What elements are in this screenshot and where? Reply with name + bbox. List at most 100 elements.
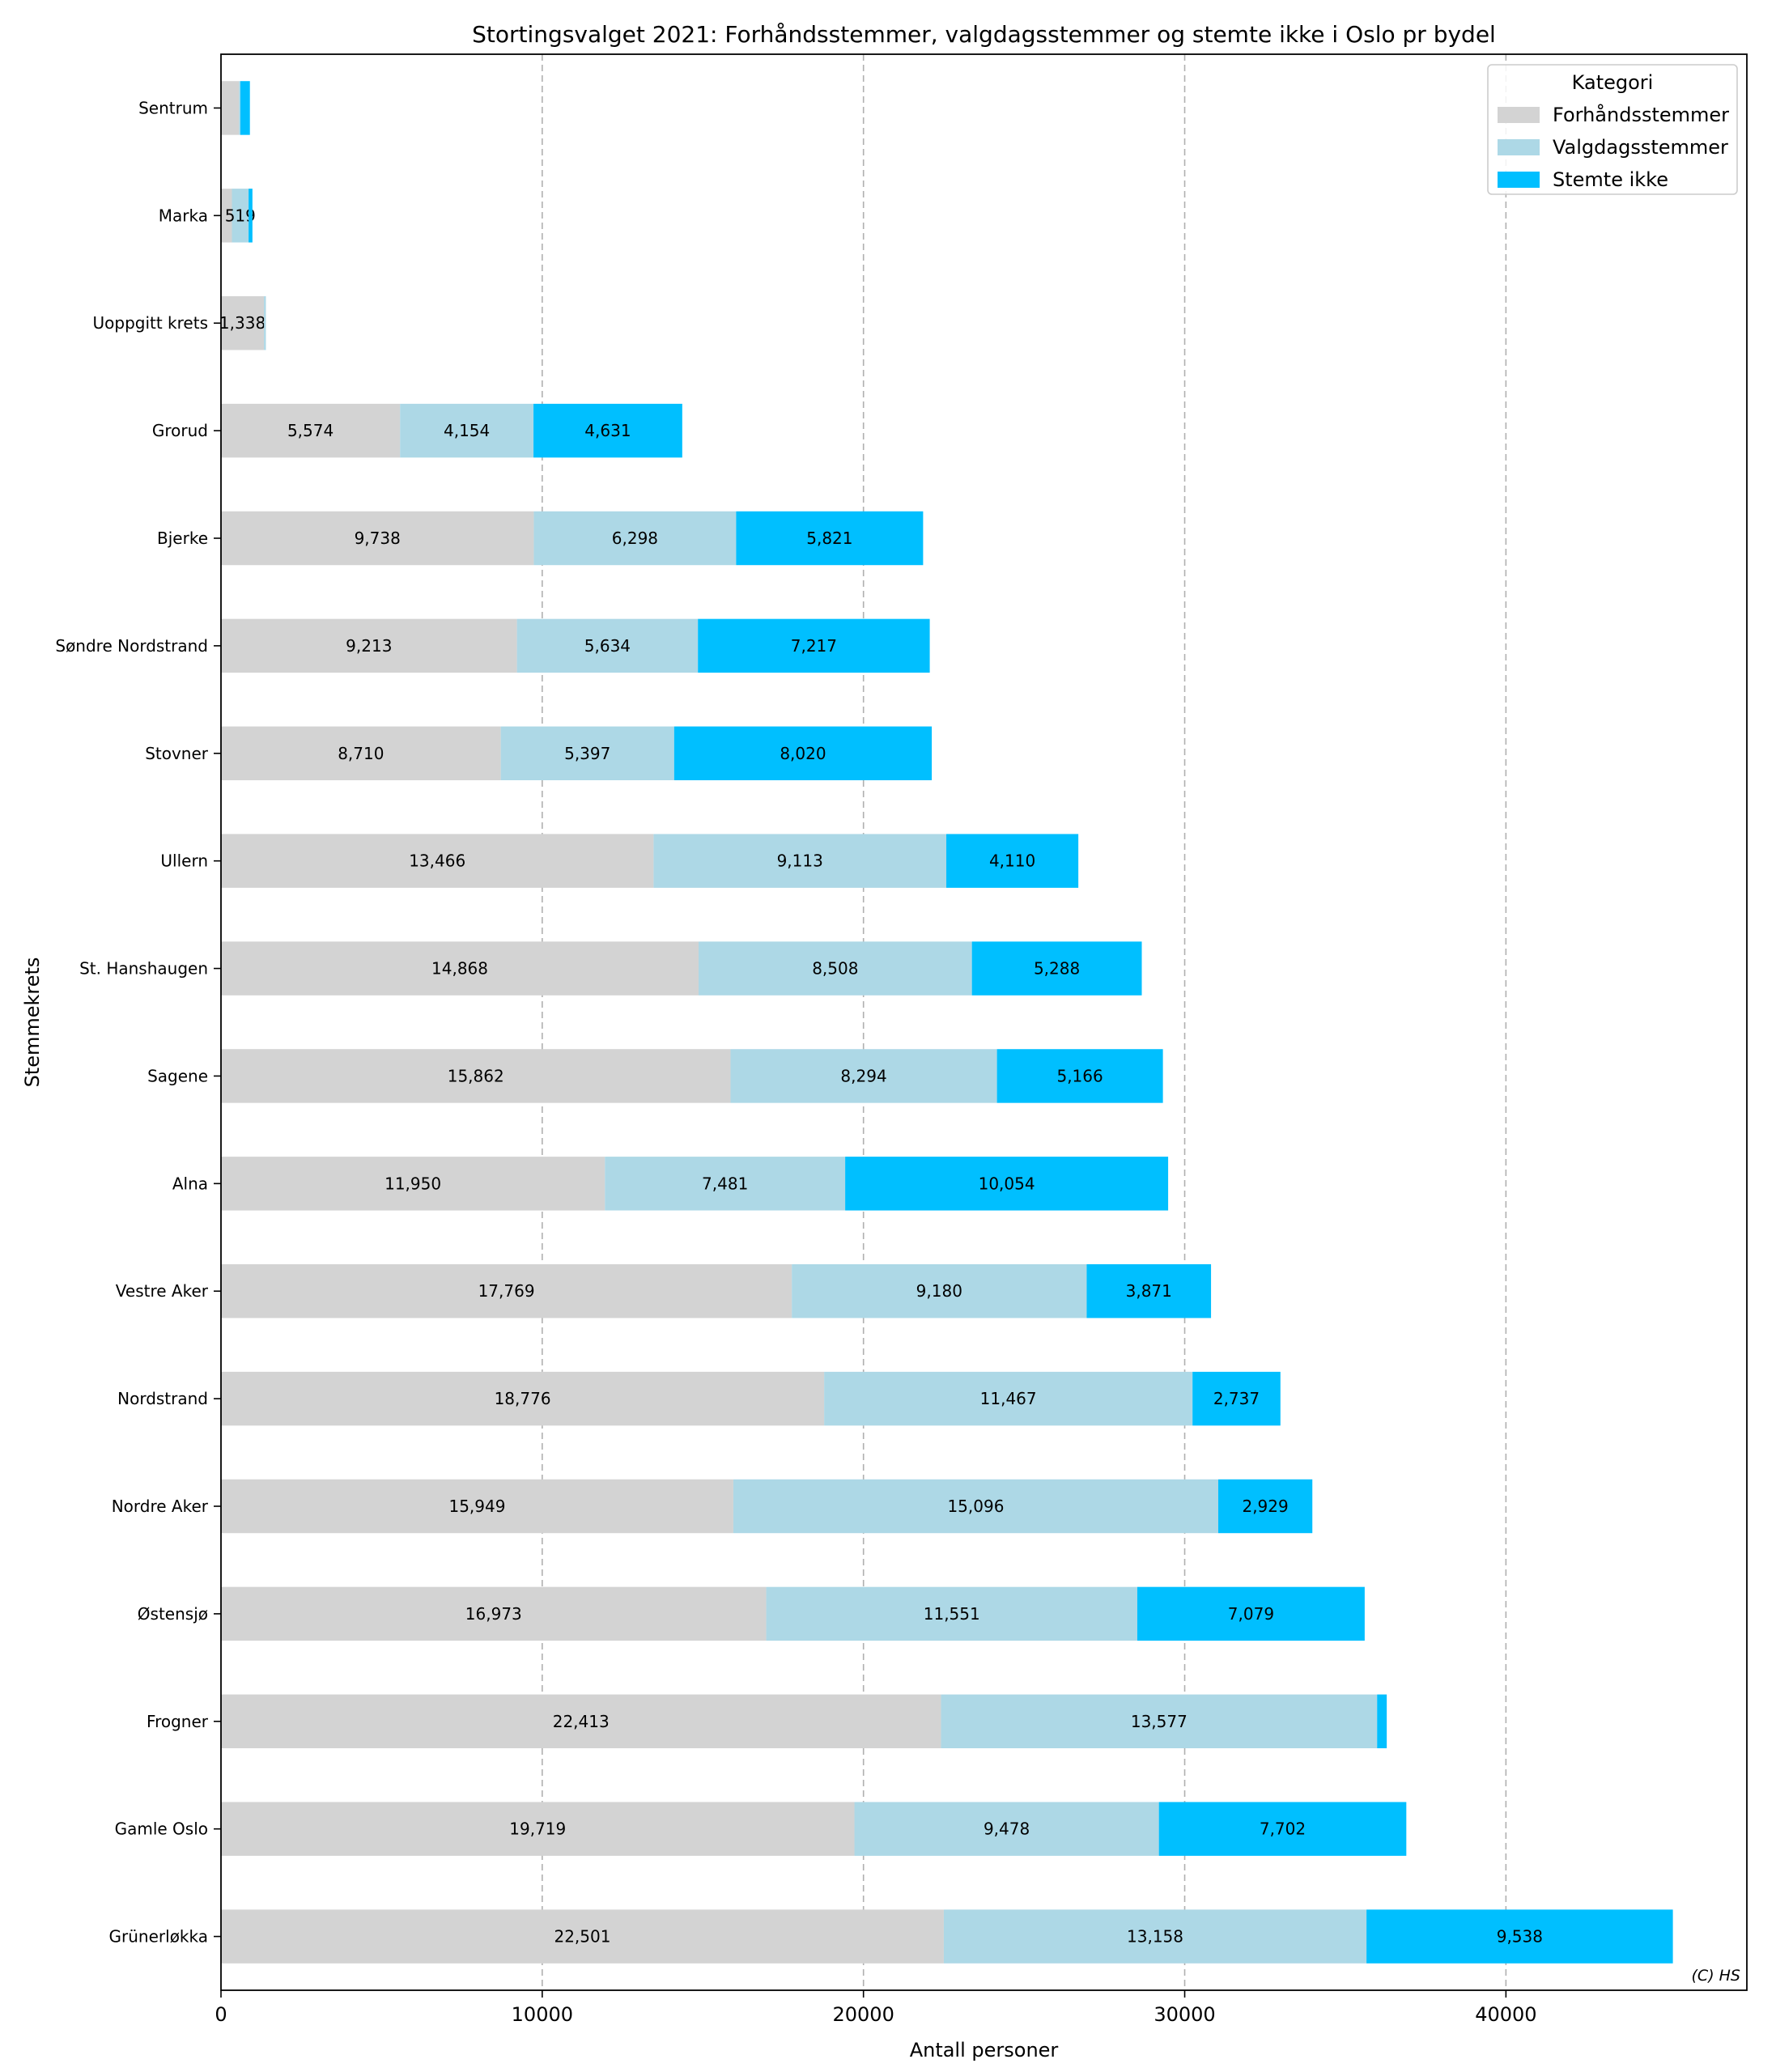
bar-valgdagsstemmer bbox=[500, 726, 674, 780]
bar-valgdagsstemmer bbox=[264, 296, 266, 350]
y-tick-label: Sentrum bbox=[138, 98, 208, 117]
bar-value-label: 5,288 bbox=[1034, 959, 1080, 979]
bar-forhåndsstemmer bbox=[221, 1586, 767, 1641]
bar-stemte-ikke bbox=[1158, 1802, 1407, 1856]
y-tick-label: Østensjø bbox=[138, 1604, 208, 1624]
bar-valgdagsstemmer bbox=[239, 81, 240, 135]
bar-value-label: 15,862 bbox=[448, 1066, 504, 1085]
x-tick-label: 40000 bbox=[1475, 2003, 1536, 2026]
legend-item-label: Stemte ikke bbox=[1553, 168, 1668, 191]
bar-value-label: 8,020 bbox=[780, 744, 826, 763]
legend-title: Kategori bbox=[1572, 71, 1654, 94]
bar-value-label: 22,501 bbox=[554, 1927, 610, 1947]
bar-forhåndsstemmer bbox=[221, 1371, 825, 1426]
legend-item-label: Valgdagsstemmer bbox=[1553, 136, 1728, 159]
bar-value-label: 5,397 bbox=[564, 744, 610, 763]
bar-valgdagsstemmer bbox=[730, 1049, 997, 1103]
bar-valgdagsstemmer bbox=[766, 1586, 1137, 1641]
bar-value-label: 14,868 bbox=[431, 959, 488, 979]
bar-value-label: 8,294 bbox=[840, 1066, 886, 1085]
bar-valgdagsstemmer bbox=[824, 1371, 1193, 1426]
bar-forhåndsstemmer bbox=[221, 1264, 792, 1318]
y-tick-label: Gamle Oslo bbox=[115, 1819, 208, 1839]
chart-title: Stortingsvalget 2021: Forhåndsstemmer, v… bbox=[472, 21, 1496, 48]
bar-valgdagsstemmer bbox=[605, 1157, 846, 1211]
bar-value-label: 17,769 bbox=[478, 1281, 535, 1301]
bar-value-label: 6,298 bbox=[612, 529, 658, 548]
x-tick-label: 30000 bbox=[1154, 2003, 1215, 2026]
bar-stemte-ikke bbox=[1366, 1909, 1673, 1964]
bar-stemte-ikke bbox=[1086, 1264, 1212, 1318]
bar-forhåndsstemmer bbox=[221, 81, 240, 135]
bar-value-label: 9,180 bbox=[916, 1281, 962, 1301]
bar-value-label: 5,574 bbox=[287, 421, 334, 440]
bar-valgdagsstemmer bbox=[699, 941, 972, 996]
bar-value-label: 8,710 bbox=[338, 744, 384, 763]
bar-value-label: 2,929 bbox=[1242, 1497, 1288, 1516]
y-tick-label: Grorud bbox=[152, 421, 208, 440]
bar-value-label: 5,634 bbox=[584, 636, 631, 656]
plot-frame bbox=[220, 53, 1748, 1991]
bar-value-label: 11,950 bbox=[385, 1174, 441, 1193]
bar-valgdagsstemmer bbox=[533, 511, 737, 566]
bar-value-label: 18,776 bbox=[495, 1389, 551, 1408]
bar-forhåndsstemmer bbox=[221, 1479, 733, 1534]
bar-value-label: 5,166 bbox=[1056, 1066, 1103, 1085]
bar-forhåndsstemmer bbox=[221, 403, 401, 458]
x-tick-label: 10000 bbox=[512, 2003, 573, 2026]
y-tick-label: Grünerløkka bbox=[109, 1927, 208, 1947]
bar-stemte-ikke bbox=[736, 511, 924, 566]
bar-value-label: 22,413 bbox=[553, 1712, 610, 1731]
bar-valgdagsstemmer bbox=[941, 1694, 1378, 1748]
bar-valgdagsstemmer bbox=[733, 1479, 1218, 1534]
bar-value-label: 4,631 bbox=[584, 421, 631, 440]
bar-value-label: 7,079 bbox=[1228, 1604, 1274, 1624]
x-tick-label: 20000 bbox=[833, 2003, 894, 2026]
bar-forhåndsstemmer bbox=[221, 511, 534, 566]
bar-value-label: 2,737 bbox=[1213, 1389, 1260, 1408]
bar-forhåndsstemmer bbox=[221, 941, 699, 996]
bar-valgdagsstemmer bbox=[792, 1264, 1087, 1318]
bar-value-label: 7,217 bbox=[791, 636, 837, 656]
y-tick-label: Frogner bbox=[147, 1712, 209, 1731]
bar-forhåndsstemmer bbox=[221, 1802, 855, 1856]
bar-value-label: 4,110 bbox=[989, 851, 1035, 871]
bar-stemte-ikke bbox=[240, 81, 250, 135]
bar-stemte-ikke bbox=[1217, 1479, 1313, 1534]
bar-value-label: 7,702 bbox=[1260, 1819, 1306, 1839]
bar-forhåndsstemmer bbox=[221, 1049, 731, 1103]
bar-value-label: 15,949 bbox=[448, 1497, 505, 1516]
bar-stemte-ikke bbox=[845, 1157, 1169, 1211]
legend-item-label: Forhåndsstemmer bbox=[1553, 103, 1729, 126]
legend-swatch bbox=[1498, 107, 1540, 123]
bar-stemte-ikke bbox=[946, 834, 1079, 888]
bar-value-label: 9,538 bbox=[1497, 1927, 1543, 1947]
bar-valgdagsstemmer bbox=[854, 1802, 1159, 1856]
bar-value-label: 15,096 bbox=[947, 1497, 1004, 1516]
bar-forhåndsstemmer bbox=[221, 1157, 605, 1211]
bar-forhåndsstemmer bbox=[221, 726, 501, 780]
bar-value-label: 5,821 bbox=[806, 529, 852, 548]
bar-valgdagsstemmer bbox=[400, 403, 534, 458]
bar-value-label: 13,577 bbox=[1131, 1712, 1188, 1731]
bar-stemte-ikke bbox=[971, 941, 1142, 996]
bar-forhåndsstemmer bbox=[221, 1909, 944, 1964]
bar-stemte-ikke bbox=[1192, 1371, 1281, 1426]
bar-value-label: 9,113 bbox=[777, 851, 823, 871]
bar-value-label: 9,478 bbox=[984, 1819, 1030, 1839]
credit-text: (C) HS bbox=[1692, 1967, 1740, 1985]
bar-value-label: 9,213 bbox=[346, 636, 392, 656]
y-tick-label: Nordre Aker bbox=[112, 1497, 209, 1516]
bar-value-label: 9,738 bbox=[355, 529, 401, 548]
bar-value-label: 16,973 bbox=[465, 1604, 522, 1624]
y-tick-label: Søndre Nordstrand bbox=[55, 636, 208, 656]
bar-value-label: 7,481 bbox=[702, 1174, 748, 1193]
bar-stemte-ikke bbox=[673, 726, 933, 780]
bar-value-label: 4,154 bbox=[444, 421, 490, 440]
bar-stemte-ikke bbox=[533, 403, 682, 458]
bar-value-label: 13,466 bbox=[409, 851, 465, 871]
legend-swatch bbox=[1498, 172, 1540, 188]
bar-forhåndsstemmer bbox=[221, 296, 265, 350]
y-tick-label: Vestre Aker bbox=[116, 1281, 209, 1301]
